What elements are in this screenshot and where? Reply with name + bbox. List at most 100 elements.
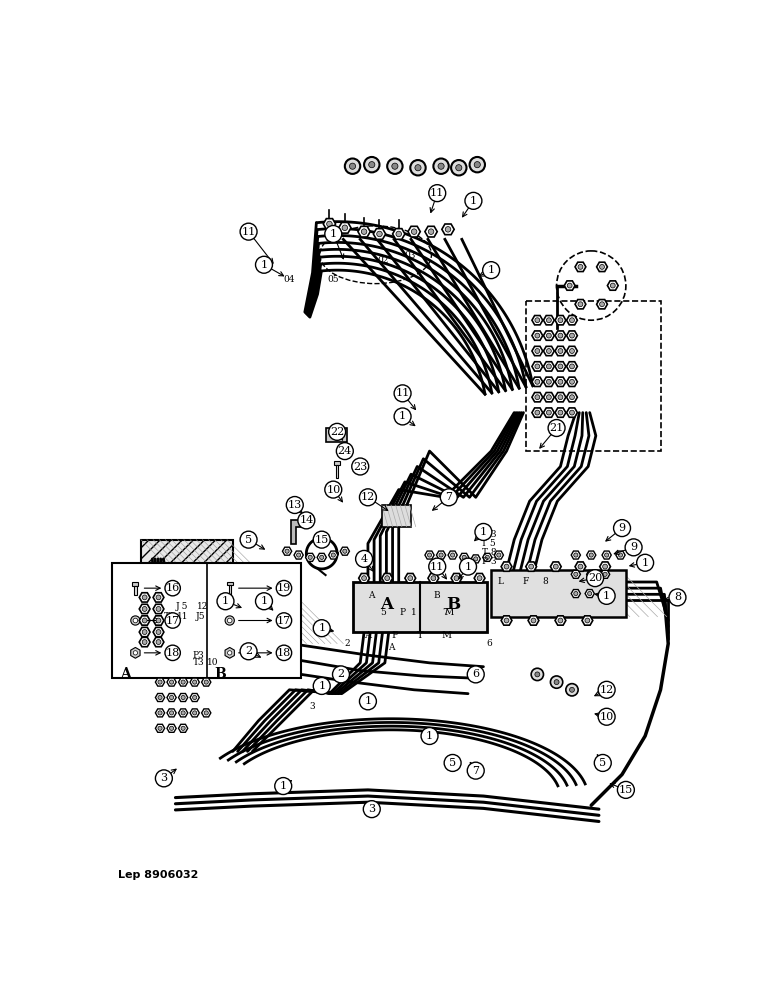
Circle shape bbox=[158, 726, 162, 730]
Polygon shape bbox=[543, 393, 554, 402]
Circle shape bbox=[589, 553, 594, 557]
Text: 1: 1 bbox=[364, 696, 371, 706]
Circle shape bbox=[529, 564, 533, 569]
Text: 5: 5 bbox=[381, 608, 386, 617]
Polygon shape bbox=[575, 262, 586, 272]
Polygon shape bbox=[555, 408, 566, 417]
Polygon shape bbox=[167, 678, 176, 686]
Text: 1: 1 bbox=[470, 196, 477, 206]
Polygon shape bbox=[225, 647, 235, 658]
Polygon shape bbox=[471, 555, 480, 563]
Text: 3: 3 bbox=[310, 702, 315, 711]
Circle shape bbox=[547, 318, 551, 323]
Text: 21: 21 bbox=[550, 423, 564, 433]
Circle shape bbox=[611, 283, 615, 288]
Circle shape bbox=[170, 695, 174, 700]
Text: 1: 1 bbox=[279, 781, 286, 791]
Circle shape bbox=[394, 385, 411, 402]
Text: 3: 3 bbox=[161, 773, 168, 783]
Polygon shape bbox=[567, 316, 577, 325]
Circle shape bbox=[217, 593, 234, 610]
Circle shape bbox=[554, 564, 558, 569]
Polygon shape bbox=[190, 693, 199, 702]
Bar bbox=[183, 582, 283, 644]
Circle shape bbox=[320, 555, 323, 559]
Bar bbox=[141, 540, 233, 617]
Polygon shape bbox=[575, 562, 586, 571]
Circle shape bbox=[431, 576, 436, 581]
Circle shape bbox=[558, 364, 563, 369]
Circle shape bbox=[345, 158, 361, 174]
Bar bbox=[326, 428, 347, 442]
Polygon shape bbox=[358, 226, 371, 237]
Bar bbox=[353, 582, 487, 632]
Polygon shape bbox=[575, 300, 586, 309]
Circle shape bbox=[598, 681, 615, 698]
Polygon shape bbox=[359, 573, 370, 583]
Polygon shape bbox=[139, 604, 150, 614]
Circle shape bbox=[598, 587, 615, 604]
Text: F: F bbox=[523, 578, 529, 586]
Polygon shape bbox=[532, 316, 543, 325]
Circle shape bbox=[578, 564, 583, 569]
Text: 1: 1 bbox=[222, 596, 229, 606]
Text: T3: T3 bbox=[193, 658, 205, 667]
Bar bbox=[491, 570, 626, 617]
Polygon shape bbox=[448, 551, 457, 559]
Circle shape bbox=[181, 726, 185, 730]
Circle shape bbox=[204, 711, 208, 715]
Polygon shape bbox=[482, 553, 492, 561]
Circle shape bbox=[377, 231, 382, 237]
Polygon shape bbox=[139, 616, 150, 625]
Circle shape bbox=[570, 364, 574, 369]
Text: 1: 1 bbox=[330, 229, 337, 239]
Polygon shape bbox=[555, 377, 566, 386]
Circle shape bbox=[325, 481, 342, 498]
Circle shape bbox=[142, 618, 147, 623]
Circle shape bbox=[669, 589, 686, 606]
Polygon shape bbox=[587, 570, 596, 578]
Text: M: M bbox=[444, 608, 453, 617]
Polygon shape bbox=[494, 551, 503, 559]
Text: A: A bbox=[364, 631, 371, 640]
Polygon shape bbox=[567, 393, 577, 402]
Polygon shape bbox=[597, 300, 608, 309]
Text: 19: 19 bbox=[277, 583, 291, 593]
Circle shape bbox=[554, 680, 559, 685]
Polygon shape bbox=[459, 553, 469, 561]
Text: 17: 17 bbox=[277, 615, 291, 626]
Circle shape bbox=[308, 555, 312, 559]
Polygon shape bbox=[155, 693, 164, 702]
Circle shape bbox=[604, 553, 608, 557]
Circle shape bbox=[535, 349, 540, 353]
Text: 4: 4 bbox=[361, 554, 367, 564]
Text: 11: 11 bbox=[395, 388, 410, 398]
Circle shape bbox=[439, 553, 443, 557]
Text: 10: 10 bbox=[207, 658, 218, 667]
Polygon shape bbox=[153, 604, 164, 614]
Polygon shape bbox=[526, 562, 537, 571]
Circle shape bbox=[548, 420, 565, 436]
Circle shape bbox=[598, 708, 615, 725]
Text: T1: T1 bbox=[164, 612, 175, 621]
Circle shape bbox=[142, 640, 147, 644]
Polygon shape bbox=[571, 551, 581, 559]
Circle shape bbox=[558, 379, 563, 384]
Circle shape bbox=[428, 185, 445, 202]
Polygon shape bbox=[201, 709, 211, 717]
Text: B: B bbox=[434, 591, 441, 600]
Polygon shape bbox=[501, 616, 512, 625]
Bar bbox=[227, 582, 233, 585]
Circle shape bbox=[158, 695, 162, 700]
Polygon shape bbox=[543, 346, 554, 356]
Circle shape bbox=[550, 676, 563, 688]
Circle shape bbox=[142, 595, 147, 600]
Circle shape bbox=[170, 726, 174, 730]
Circle shape bbox=[133, 618, 137, 623]
Text: 2: 2 bbox=[344, 639, 350, 648]
Text: 14: 14 bbox=[300, 515, 313, 525]
Circle shape bbox=[535, 672, 540, 677]
Polygon shape bbox=[501, 562, 512, 571]
Circle shape bbox=[570, 379, 574, 384]
Polygon shape bbox=[190, 709, 199, 717]
